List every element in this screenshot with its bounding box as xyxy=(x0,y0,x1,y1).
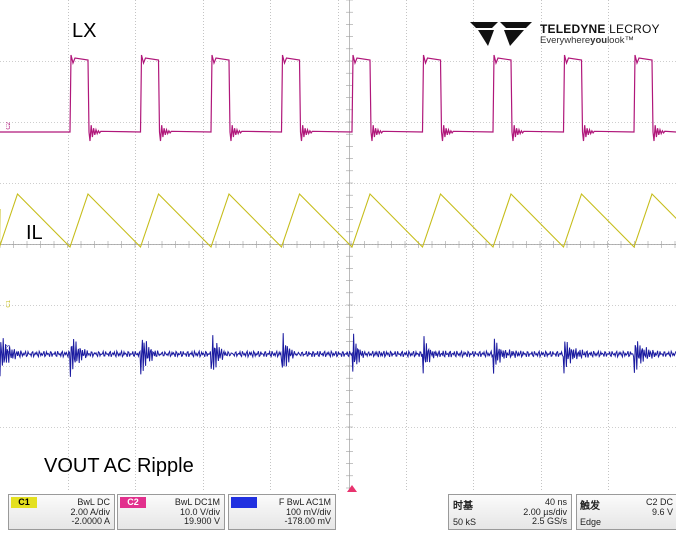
timebase-scale: 2.00 µs/div xyxy=(523,507,567,517)
channel-1-scale: 2.00 A/div xyxy=(70,507,110,517)
trigger-level: 9.6 V xyxy=(651,507,673,517)
status-bar: C1 BwL DC 2.00 A/div -2.0000 A C2 BwL DC… xyxy=(0,492,676,535)
il-trace xyxy=(0,192,676,249)
channel-1-descriptor[interactable]: C1 BwL DC 2.00 A/div -2.0000 A xyxy=(8,494,115,530)
logo-mark-icon xyxy=(470,22,532,46)
math-f-badge xyxy=(231,497,257,508)
channel-2-descriptor[interactable]: C2 BwL DC1M 10.0 V/div 19.900 V xyxy=(117,494,225,530)
channel-2-scale: 10.0 V/div xyxy=(179,507,220,517)
trigger-title: 触发 xyxy=(580,501,600,512)
timebase-rate: 2.5 GS/s xyxy=(531,516,567,526)
logo-tagline: Everywhereyoulook™ xyxy=(540,35,634,46)
trigger-source: C2 DC xyxy=(645,497,673,507)
trigger-descriptor[interactable]: 触发 C2 DC 9.6 V Edge xyxy=(576,494,676,530)
channel-1-coupling: BwL DC xyxy=(77,497,110,507)
lx-label: LX xyxy=(72,20,97,42)
vout-label: VOUT AC Ripple xyxy=(44,455,194,477)
trigger-type: Edge xyxy=(580,517,602,527)
math-f-offset: -178.00 mV xyxy=(284,516,331,526)
lx-trace xyxy=(0,54,676,142)
channel-2-marker[interactable]: C2 xyxy=(6,122,12,130)
channel-3-marker[interactable]: C3 xyxy=(6,345,12,353)
logo-brand: TELEDYNE LECROY xyxy=(540,22,660,36)
scope-display: LX IL VOUT AC Ripple C2 C1 C3 TELEDYNE L… xyxy=(0,0,676,490)
timebase-descriptor[interactable]: 时基 40 ns 2.00 µs/div 50 kS 2.5 GS/s xyxy=(448,494,572,530)
channel-1-offset: -2.0000 A xyxy=(71,516,110,526)
math-f-descriptor[interactable]: F BwL AC1M 100 mV/div -178.00 mV xyxy=(228,494,336,530)
channel-1-marker[interactable]: C1 xyxy=(6,300,12,308)
waveform-grid xyxy=(0,0,676,490)
channel-2-coupling: BwL DC1M xyxy=(174,497,220,507)
timebase-delay: 40 ns xyxy=(544,497,567,507)
timebase-samples: 50 kS xyxy=(453,517,477,527)
channel-2-badge: C2 xyxy=(120,497,146,508)
il-label: IL xyxy=(26,222,43,244)
vout-trace xyxy=(0,333,676,377)
trigger-position-marker[interactable] xyxy=(347,485,357,492)
teledyne-lecroy-logo: TELEDYNE LECROY Everywhereyoulook™ xyxy=(470,22,670,48)
math-f-scale: 100 mV/div xyxy=(285,507,331,517)
timebase-title: 时基 xyxy=(453,501,473,512)
channel-2-offset: 19.900 V xyxy=(183,516,220,526)
math-f-coupling: F BwL AC1M xyxy=(278,497,331,507)
channel-1-badge: C1 xyxy=(11,497,37,508)
